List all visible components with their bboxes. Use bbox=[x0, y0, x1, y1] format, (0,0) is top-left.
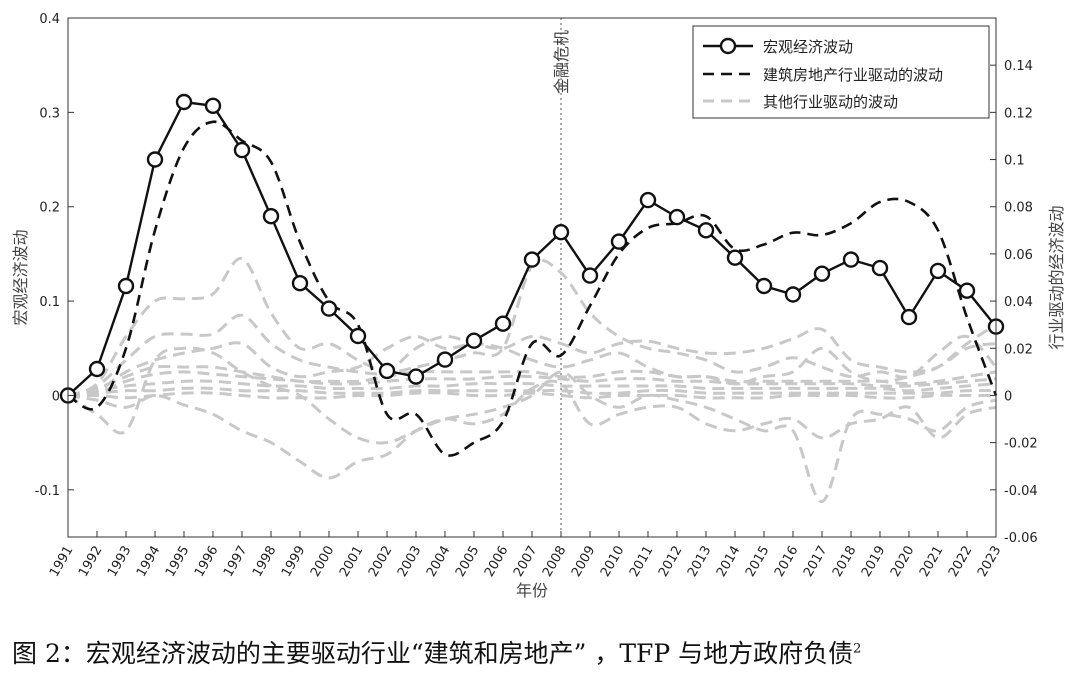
left-y-tick-label: -0.1 bbox=[35, 484, 60, 499]
macro-point-2015 bbox=[755, 277, 773, 295]
right-y-tick-label: 0 bbox=[1004, 389, 1012, 404]
macro-point-2009 bbox=[581, 267, 599, 284]
legend-label-macro: 宏观经济波动 bbox=[763, 38, 853, 56]
macro-point-2011 bbox=[639, 191, 657, 209]
macro-point-2021 bbox=[929, 262, 947, 280]
right-y-tick-label: 0.14 bbox=[1004, 59, 1033, 74]
macro-point-2007 bbox=[523, 251, 541, 268]
right-y-tick-label: 0.08 bbox=[1004, 201, 1033, 216]
macro-point-2018 bbox=[842, 251, 860, 268]
other-industry-line-7 bbox=[67, 379, 997, 397]
other-industry-line-8 bbox=[67, 386, 997, 397]
macro-point-1993 bbox=[117, 277, 135, 295]
other-industry-line-3 bbox=[67, 346, 997, 504]
caption-footnote-mark: 2 bbox=[853, 641, 862, 657]
legend-marker-macro bbox=[719, 37, 737, 55]
macro-point-1998 bbox=[262, 207, 280, 225]
caption-text: 图 2：宏观经济波动的主要驱动行业“建筑和房地产” ，TFP 与地方政府负债 bbox=[12, 639, 854, 668]
macro-point-2006 bbox=[494, 315, 512, 332]
other-industry-line-9 bbox=[67, 391, 996, 400]
right-y-tick-label: -0.04 bbox=[1004, 484, 1038, 499]
other-industry-line-5 bbox=[67, 323, 997, 397]
macro-point-2000 bbox=[320, 300, 338, 317]
legend-label-construction: 建筑房地产行业驱动的波动 bbox=[763, 66, 943, 84]
x-axis-label: 年份 bbox=[516, 581, 548, 600]
chart: 金融危机 0.4 0.3 0.2 0.1 0 -0.1 0.14 0.12 0.1 0.08 0.0… bbox=[11, 12, 1066, 600]
left-y-tick-label: 0 bbox=[52, 389, 60, 404]
right-y-tick-label: 0.02 bbox=[1004, 342, 1033, 357]
macro-point-2005 bbox=[465, 332, 483, 349]
other-industry-line-4 bbox=[67, 379, 997, 480]
macro-point-1994 bbox=[146, 151, 164, 168]
legend-label-other: 其他行业驱动的波动 bbox=[763, 93, 898, 111]
left-y-tick-label: 0.3 bbox=[39, 106, 60, 121]
macro-point-1997 bbox=[233, 141, 251, 159]
right-y-tick-label: 0.04 bbox=[1004, 295, 1033, 310]
macro-point-2003 bbox=[407, 368, 425, 385]
macro-point-1999 bbox=[291, 275, 309, 292]
macro-point-2017 bbox=[813, 265, 831, 282]
right-y-tick-label: 0.06 bbox=[1004, 248, 1033, 263]
financial-crisis-label: 金融危机 bbox=[552, 30, 571, 94]
construction-line bbox=[67, 120, 998, 457]
right-y-tick-label: 0.12 bbox=[1004, 106, 1033, 121]
left-y-axis-label: 宏观经济波动 bbox=[11, 229, 30, 325]
other-industry-line-2 bbox=[67, 313, 997, 397]
macro-point-2010 bbox=[610, 233, 628, 250]
macro-point-2014 bbox=[726, 249, 744, 266]
macro-point-2019 bbox=[871, 259, 889, 277]
right-y-tick-label: -0.02 bbox=[1004, 437, 1038, 452]
figure-caption: 图 2：宏观经济波动的主要驱动行业“建筑和房地产” ，TFP 与地方政府负债2 bbox=[12, 634, 1072, 670]
macro-point-2008 bbox=[552, 223, 570, 241]
macro-point-1995 bbox=[175, 93, 193, 111]
right-y-tick-label: 0.1 bbox=[1004, 154, 1025, 169]
macro-point-2012 bbox=[668, 208, 686, 226]
legend-box bbox=[692, 25, 990, 119]
right-y-tick-label: -0.06 bbox=[1004, 531, 1038, 546]
other-industry-line-10 bbox=[67, 370, 997, 397]
macro-point-2001 bbox=[349, 327, 367, 345]
right-y-axis-label: 行业驱动的经济波动 bbox=[1047, 205, 1066, 349]
macro-point-1992 bbox=[88, 360, 106, 378]
left-y-tick-label: 0.1 bbox=[39, 295, 60, 310]
macro-point-2013 bbox=[697, 222, 715, 239]
other-industry-line-6 bbox=[67, 364, 997, 397]
left-y-tick-label: 0.2 bbox=[39, 201, 60, 216]
macro-point-1996 bbox=[204, 97, 222, 115]
macro-point-2016 bbox=[784, 286, 802, 303]
other-industry-line-1 bbox=[67, 257, 998, 397]
macro-point-2002 bbox=[378, 362, 396, 380]
macro-point-2004 bbox=[436, 351, 454, 368]
left-y-tick-label: 0.4 bbox=[39, 12, 60, 27]
macro-point-2022 bbox=[958, 282, 976, 299]
macro-point-2020 bbox=[900, 308, 918, 326]
